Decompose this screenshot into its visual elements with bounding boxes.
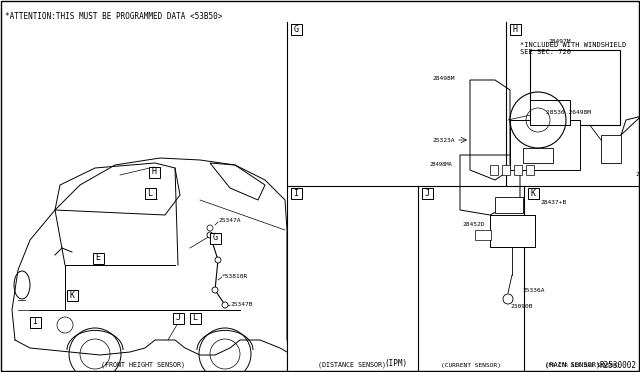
Text: E: E [95, 253, 100, 263]
Text: 25323A: 25323A [433, 138, 455, 142]
Bar [490, 215, 535, 247]
Bar [509, 23, 520, 35]
Text: L: L [193, 314, 198, 323]
Circle shape [207, 225, 213, 231]
Text: 25347B: 25347B [230, 302, 253, 308]
Text: (IPM): (IPM) [385, 359, 408, 368]
Bar [93, 253, 104, 263]
Text: J: J [424, 189, 429, 198]
Text: 25347A: 25347A [218, 218, 241, 222]
Text: *INCLUDED WITH WINDSHIELD
SEE SEC. 720: *INCLUDED WITH WINDSHIELD SEE SEC. 720 [520, 42, 627, 55]
Bar [173, 312, 184, 324]
Text: 28437+B: 28437+B [540, 201, 566, 205]
Text: 25336A: 25336A [522, 288, 545, 292]
Text: L: L [147, 189, 152, 198]
Circle shape [212, 287, 218, 293]
Text: K: K [70, 291, 74, 299]
Bar [475, 230, 491, 240]
Text: (FR CTR AIR BAG SENSOR): (FR CTR AIR BAG SENSOR) [545, 363, 620, 368]
Bar [527, 187, 538, 199]
Text: (DISTANCE SENSOR): (DISTANCE SENSOR) [318, 362, 386, 368]
Bar [523, 148, 553, 163]
Text: 28499M: 28499M [635, 173, 640, 177]
Text: 28452D: 28452D [463, 222, 485, 228]
Bar [209, 232, 221, 244]
Text: 28536 26498M: 28536 26498M [546, 109, 591, 115]
Circle shape [222, 302, 228, 308]
Bar [601, 135, 621, 163]
Bar [189, 312, 200, 324]
Bar [29, 317, 40, 327]
Text: (RAIN SENSOR): (RAIN SENSOR) [545, 362, 600, 368]
Bar [490, 165, 498, 175]
Bar [67, 289, 77, 301]
Bar [145, 187, 156, 199]
Bar [291, 187, 301, 199]
Bar [148, 167, 159, 177]
Text: I: I [294, 189, 298, 198]
Text: 23090B: 23090B [510, 305, 532, 310]
Text: I: I [33, 317, 38, 327]
Bar [422, 187, 433, 199]
Bar [526, 165, 534, 175]
Bar [502, 165, 510, 175]
Text: J: J [175, 314, 180, 323]
Bar [510, 120, 580, 170]
Text: (CURRENT SENSOR): (CURRENT SENSOR) [441, 363, 501, 368]
Text: 28497M: 28497M [548, 39, 572, 44]
Bar [495, 197, 523, 213]
Circle shape [215, 257, 221, 263]
Text: G: G [294, 25, 298, 33]
Text: K: K [531, 189, 536, 198]
Text: L: L [152, 193, 157, 202]
Text: *53810R: *53810R [222, 275, 248, 279]
Bar [291, 23, 301, 35]
Bar [530, 50, 620, 125]
Text: H: H [513, 25, 518, 33]
Text: (FRONT HEIGHT SENSOR): (FRONT HEIGHT SENSOR) [101, 362, 185, 368]
Text: R2530002: R2530002 [600, 361, 637, 370]
Text: 28498M: 28498M [433, 76, 455, 80]
Text: 28498MA: 28498MA [429, 163, 452, 167]
Bar [514, 165, 522, 175]
Text: G: G [212, 234, 218, 243]
Circle shape [207, 232, 213, 238]
Bar [530, 100, 570, 125]
Text: H: H [152, 167, 157, 176]
Text: *ATTENTION:THIS MUST BE PROGRAMMED DATA <53B50>: *ATTENTION:THIS MUST BE PROGRAMMED DATA … [5, 12, 222, 21]
